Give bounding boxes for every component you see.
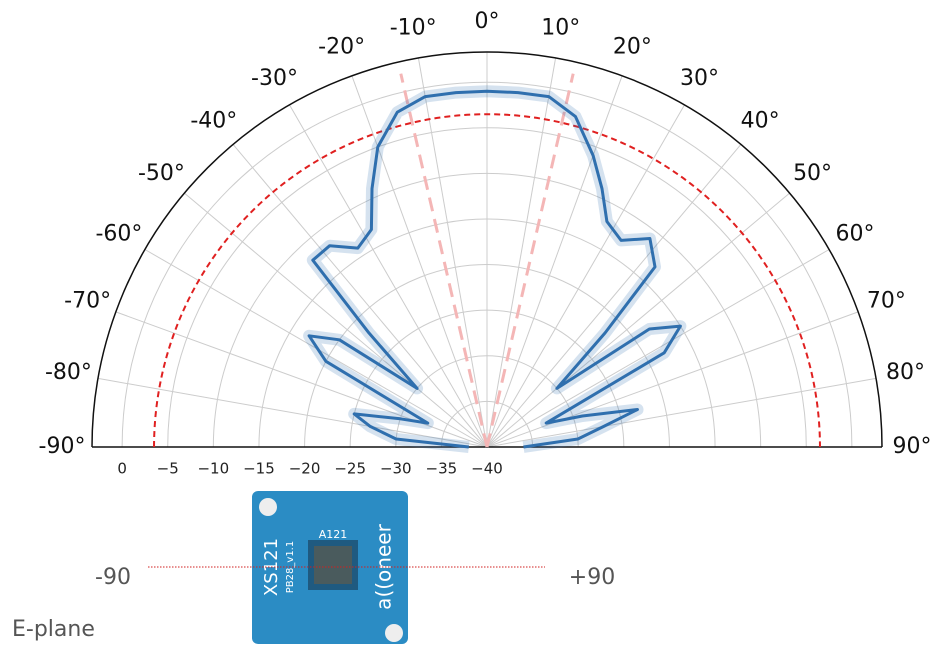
theta-tick-label: -20° — [318, 35, 365, 60]
grid-spoke — [351, 75, 488, 448]
r-tick-label: −20 — [289, 460, 321, 478]
sensor-board: XS121 PB28_v1.1 A121 a((oneer — [148, 491, 545, 644]
grid-spoke — [97, 377, 488, 448]
theta-tick-label: 70° — [867, 289, 906, 314]
grid-spoke — [486, 57, 557, 448]
r-tick-label: −5 — [157, 460, 179, 478]
theta-tick-label: -40° — [190, 108, 237, 133]
reference-angle — [485, 73, 575, 448]
grid-spoke — [486, 311, 859, 448]
r-tick-label: −40 — [471, 460, 503, 478]
grid-spoke — [232, 144, 488, 448]
r-tick-label: −10 — [197, 460, 229, 478]
grid-spoke — [417, 57, 488, 448]
theta-tick-label: 20° — [613, 35, 652, 60]
theta-tick-label: 10° — [541, 15, 580, 40]
theta-tick-label: -60° — [95, 222, 142, 247]
theta-tick-label: 0° — [475, 9, 500, 34]
theta-tick-label: 60° — [836, 222, 875, 247]
r-tick-label: −15 — [243, 460, 275, 478]
theta-tick-label: -70° — [64, 289, 111, 314]
theta-tick-label: -50° — [138, 161, 185, 186]
grid-spoke — [486, 144, 742, 448]
theta-tick-label: -10° — [390, 15, 437, 40]
grid-spoke — [486, 104, 685, 448]
r-tick-label: −35 — [426, 460, 458, 478]
grid-spoke — [289, 104, 488, 448]
grid-spoke — [184, 192, 488, 448]
pattern-line — [307, 89, 682, 449]
grid-spoke — [115, 311, 488, 448]
annotation: -90 — [95, 565, 131, 590]
grid-spoke — [486, 192, 790, 448]
theta-tick-label: 90° — [893, 434, 932, 459]
annotation: +90 — [569, 565, 615, 590]
r-tick-label: 0 — [117, 460, 127, 478]
reference-angle — [399, 73, 489, 448]
grid-spoke — [486, 75, 623, 448]
theta-tick-label: 80° — [886, 360, 925, 385]
theta-tick-label: -90° — [39, 434, 86, 459]
grid-spoke — [486, 377, 877, 448]
chip — [314, 546, 352, 584]
r-tick-label: −25 — [334, 460, 366, 478]
theta-tick-label: 30° — [680, 66, 719, 91]
theta-tick-label: -30° — [251, 66, 298, 91]
hole — [259, 498, 277, 516]
chip-label: A121 — [319, 528, 348, 541]
grid-spoke — [486, 249, 830, 448]
annotation: E-plane — [12, 617, 95, 642]
theta-tick-label: 50° — [793, 161, 832, 186]
theta-tick-label: -80° — [45, 360, 92, 385]
theta-tick-label: 40° — [741, 108, 780, 133]
r-tick-label: −30 — [380, 460, 412, 478]
reference-circle — [153, 113, 821, 448]
hole — [385, 624, 403, 642]
